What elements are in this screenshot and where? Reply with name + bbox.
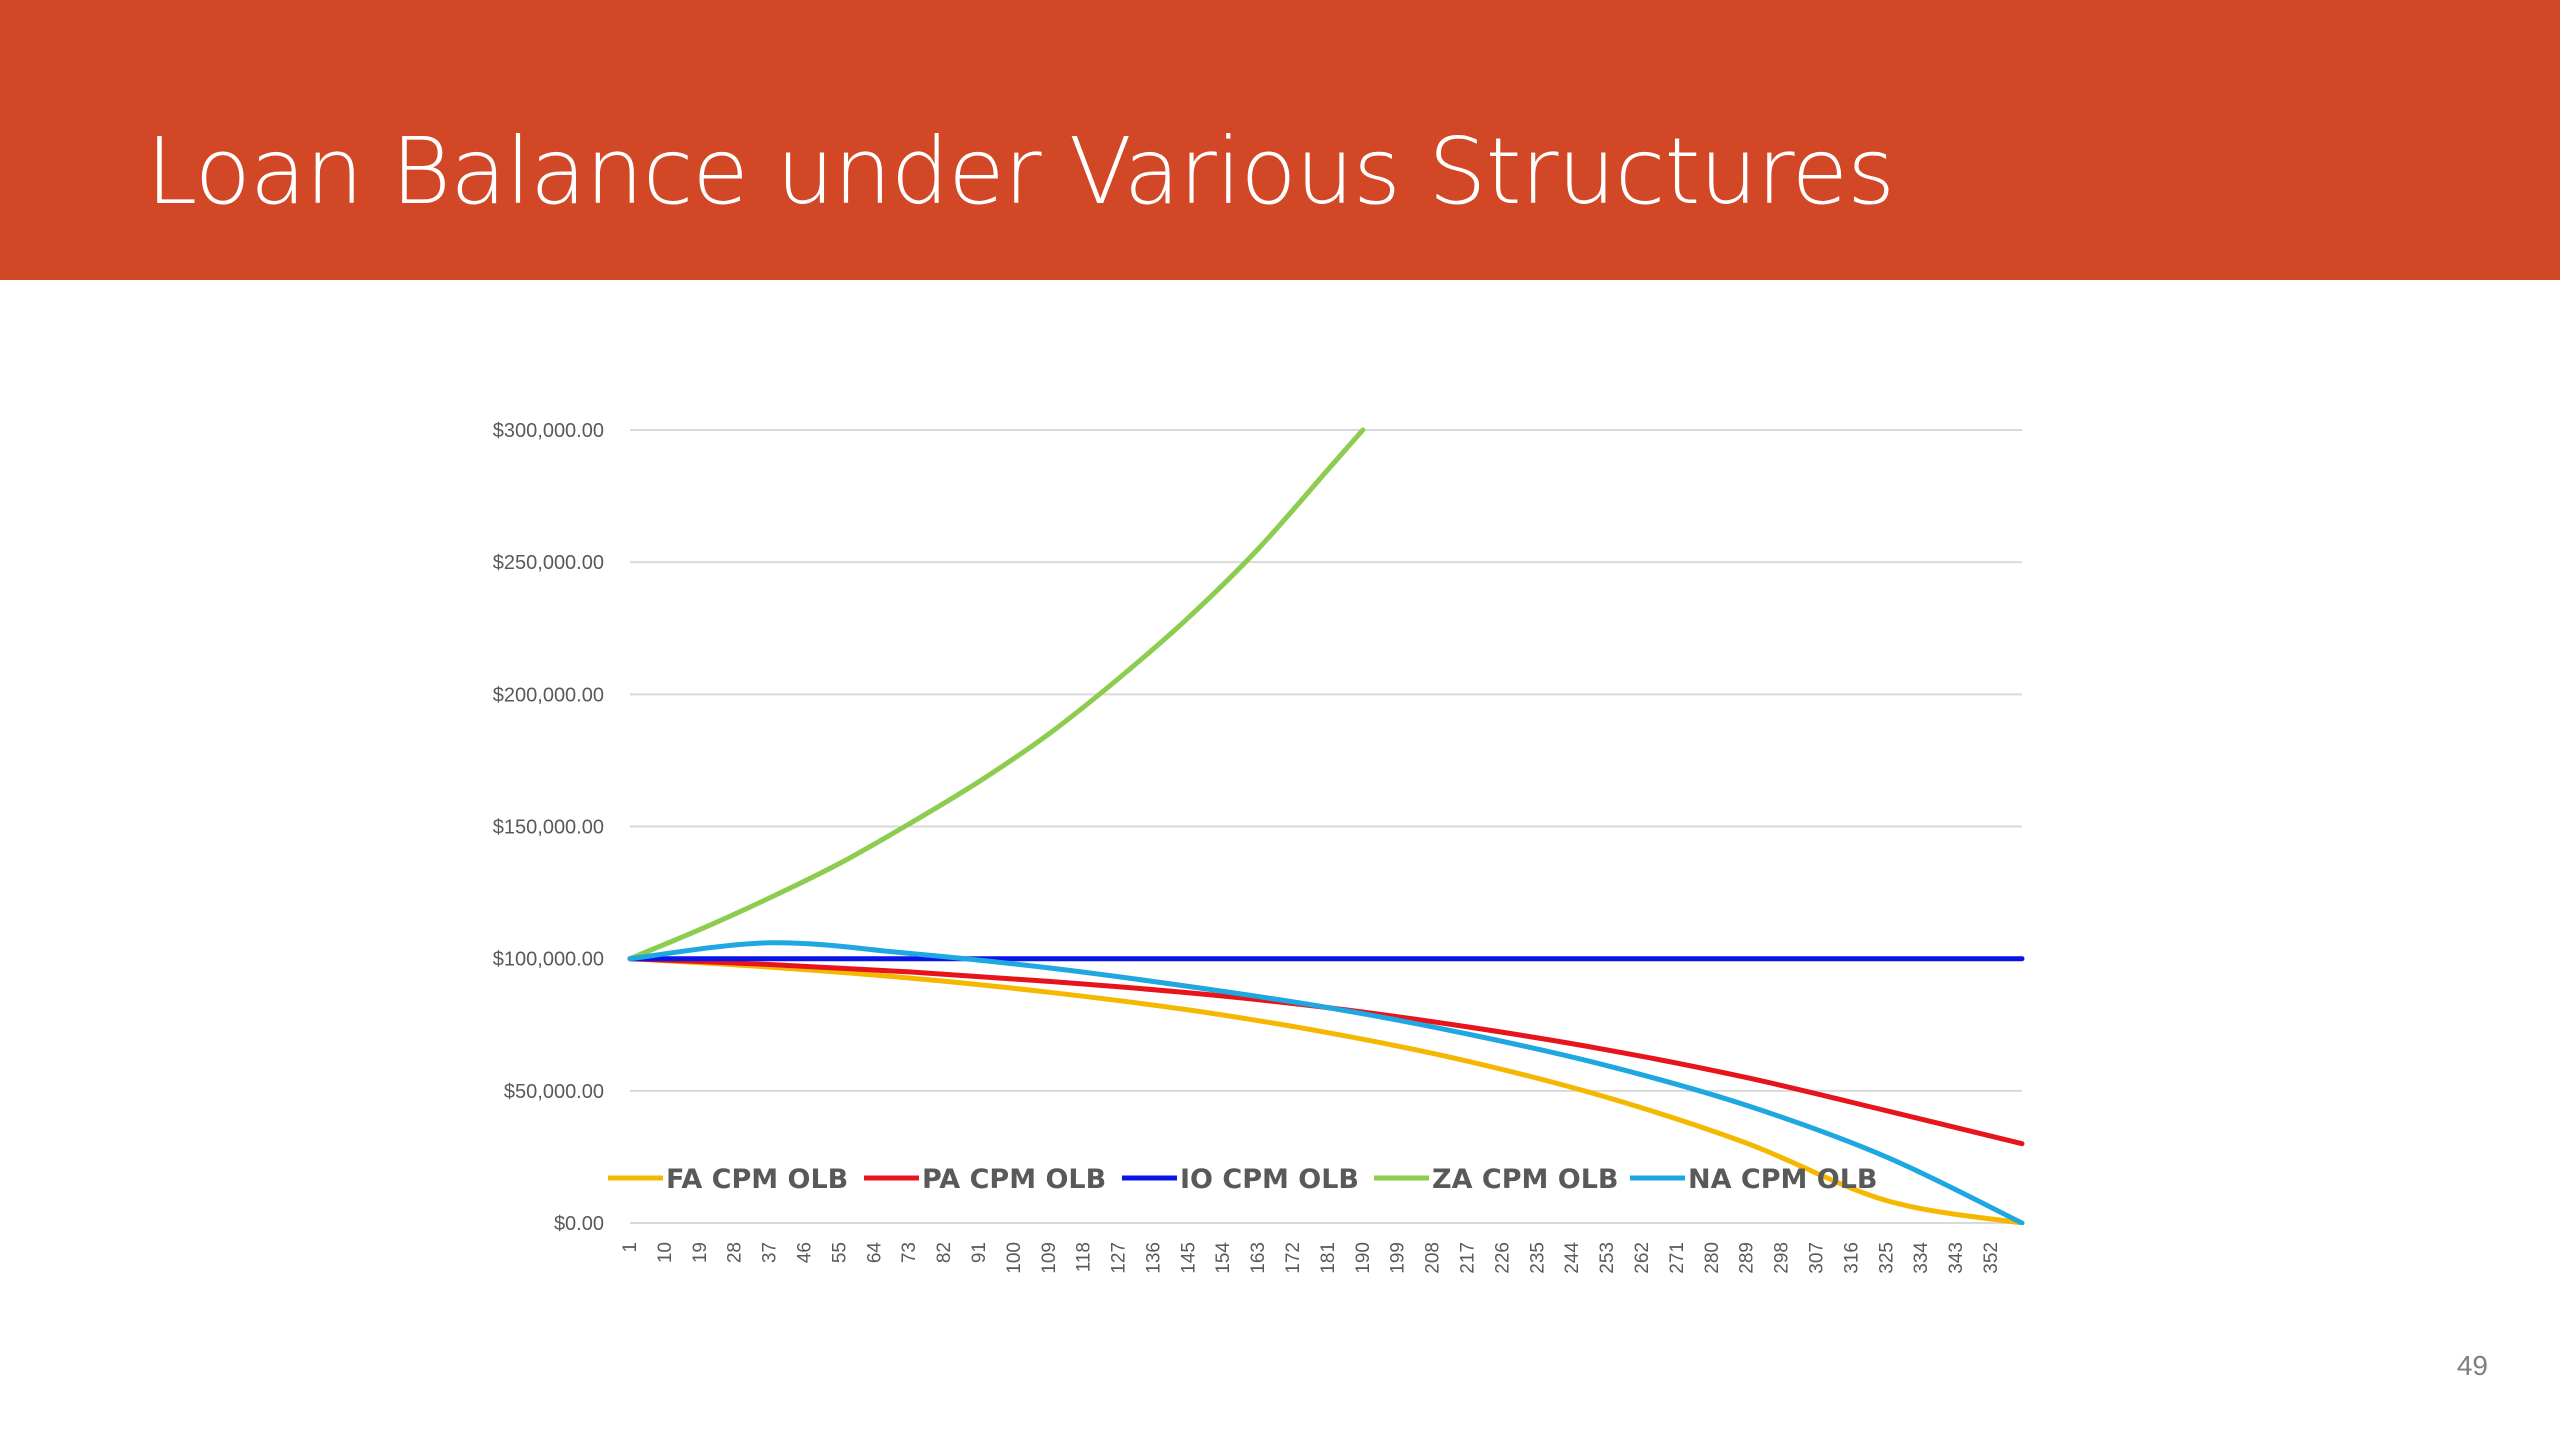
series-line-pa [627, 956, 2025, 1147]
legend-label-fa: FA CPM OLB [666, 1164, 848, 1195]
y-tick-label: $200,000.00 [493, 684, 604, 706]
x-tick-label: 289 [1737, 1242, 1758, 1274]
legend-label-pa: PA CPM OLB [922, 1164, 1106, 1195]
legend-label-na: NA CPM OLB [1688, 1164, 1878, 1195]
x-tick-label: 253 [1597, 1242, 1618, 1274]
y-tick-label: $150,000.00 [493, 817, 604, 839]
x-tick-label: 118 [1074, 1242, 1095, 1272]
x-tick-label: 352 [1981, 1242, 2002, 1274]
x-tick-label: 1 [620, 1242, 641, 1253]
x-tick-label: 190 [1353, 1242, 1374, 1274]
x-tick-label: 199 [1388, 1242, 1409, 1274]
x-tick-label: 46 [794, 1242, 815, 1263]
y-axis-tick-labels: $0.00 $50,000.00 $100,000.00 $150,000.00 $20… [493, 420, 604, 1235]
x-tick-label: 181 [1318, 1242, 1339, 1274]
x-tick-label: 55 [829, 1242, 850, 1263]
series-lines [627, 427, 2025, 1225]
x-tick-label: 280 [1702, 1242, 1723, 1274]
x-tick-label: 100 [1004, 1242, 1025, 1274]
x-tick-label: 262 [1632, 1242, 1653, 1274]
series-line-fa [627, 956, 2025, 1225]
x-tick-label: 226 [1492, 1242, 1513, 1274]
slide-title: Loan Balance under Various Structures [146, 118, 1895, 225]
gridlines [630, 429, 2022, 1224]
x-tick-label: 109 [1039, 1242, 1060, 1274]
x-tick-label: 82 [934, 1242, 955, 1263]
x-tick-label: 64 [864, 1242, 885, 1264]
x-tick-label: 316 [1841, 1242, 1862, 1274]
legend: FA CPM OLB PA CPM OLB IO CPM OLB ZA CPM OLB… [608, 1164, 1878, 1195]
y-tick-label: $300,000.00 [493, 420, 604, 442]
x-tick-label: 244 [1562, 1242, 1583, 1274]
x-tick-label: 217 [1458, 1242, 1479, 1274]
y-tick-label: $100,000.00 [493, 949, 604, 971]
x-tick-label: 154 [1213, 1242, 1234, 1274]
x-tick-label: 19 [690, 1242, 711, 1263]
x-tick-label: 10 [655, 1242, 676, 1263]
x-tick-label: 208 [1423, 1242, 1444, 1274]
x-tick-label: 163 [1248, 1242, 1269, 1274]
x-tick-label: 172 [1283, 1242, 1304, 1274]
x-tick-label: 73 [899, 1242, 920, 1263]
x-tick-label: 271 [1667, 1242, 1688, 1274]
x-tick-label: 91 [969, 1242, 990, 1263]
x-tick-label: 334 [1911, 1242, 1932, 1274]
x-tick-label: 145 [1178, 1242, 1199, 1274]
x-tick-label: 307 [1806, 1242, 1827, 1274]
page-number: 49 [2456, 1350, 2488, 1381]
x-tick-label: 37 [760, 1242, 781, 1263]
x-tick-label: 343 [1946, 1242, 1967, 1274]
x-tick-label: 298 [1772, 1242, 1793, 1274]
y-tick-label: $250,000.00 [493, 552, 604, 574]
series-line-na [627, 940, 2025, 1225]
x-tick-label: 136 [1143, 1242, 1164, 1274]
x-tick-label: 235 [1527, 1242, 1548, 1274]
x-tick-label: 127 [1109, 1242, 1130, 1274]
x-tick-label: 28 [725, 1242, 746, 1263]
title-bar: Loan Balance under Various Structures [0, 0, 2560, 280]
legend-label-za: ZA CPM OLB [1432, 1164, 1618, 1195]
x-tick-label: 325 [1876, 1242, 1897, 1274]
series-line-za [627, 427, 1366, 962]
y-tick-label: $50,000.00 [504, 1081, 604, 1103]
y-tick-label: $0.00 [554, 1213, 604, 1235]
legend-label-io: IO CPM OLB [1180, 1164, 1359, 1195]
x-axis-tick-labels: 1 10 19 28 37 46 55 64 73 82 91 100 109 118 127 136 145 1… [620, 1242, 2002, 1274]
